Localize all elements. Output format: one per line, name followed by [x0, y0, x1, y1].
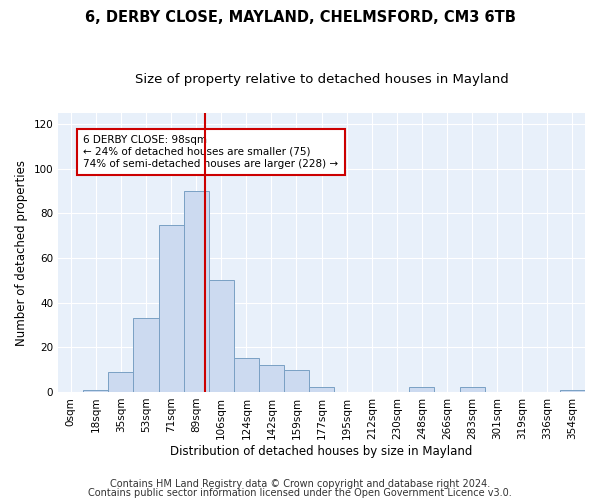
- Text: 6, DERBY CLOSE, MAYLAND, CHELMSFORD, CM3 6TB: 6, DERBY CLOSE, MAYLAND, CHELMSFORD, CM3…: [85, 10, 515, 25]
- Bar: [133, 318, 158, 392]
- Bar: [409, 388, 434, 392]
- Text: Contains public sector information licensed under the Open Government Licence v3: Contains public sector information licen…: [88, 488, 512, 498]
- Bar: [234, 358, 259, 392]
- Bar: [309, 388, 334, 392]
- Bar: [83, 390, 109, 392]
- Bar: [209, 280, 234, 392]
- Text: Contains HM Land Registry data © Crown copyright and database right 2024.: Contains HM Land Registry data © Crown c…: [110, 479, 490, 489]
- Bar: [284, 370, 309, 392]
- Title: Size of property relative to detached houses in Mayland: Size of property relative to detached ho…: [135, 72, 508, 86]
- Bar: [158, 224, 184, 392]
- Bar: [109, 372, 133, 392]
- Y-axis label: Number of detached properties: Number of detached properties: [15, 160, 28, 346]
- Bar: [460, 388, 485, 392]
- Text: 6 DERBY CLOSE: 98sqm
← 24% of detached houses are smaller (75)
74% of semi-detac: 6 DERBY CLOSE: 98sqm ← 24% of detached h…: [83, 136, 338, 168]
- Bar: [259, 365, 284, 392]
- Bar: [184, 191, 209, 392]
- Bar: [560, 390, 585, 392]
- X-axis label: Distribution of detached houses by size in Mayland: Distribution of detached houses by size …: [170, 444, 473, 458]
